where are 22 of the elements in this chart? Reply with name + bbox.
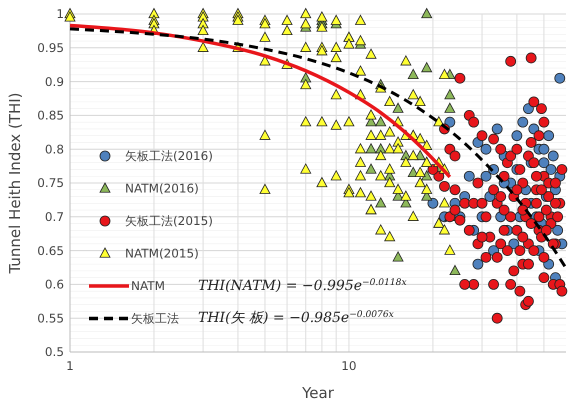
y-tick-label: 0.95 (37, 41, 64, 55)
y-tick-label: 0.5 (44, 345, 64, 360)
x-tick-label: 10 (341, 359, 357, 373)
legend-label: 矢板工法 (131, 312, 179, 326)
legend-label: 矢板工法(2015) (125, 214, 213, 228)
legend-label: NATM (131, 279, 165, 294)
y-tick-label: 1 (56, 7, 64, 22)
annotation: THI(NATM) = −0.995e$^{−0.0118x}$ (198, 278, 407, 294)
y-axis-title: Tunnel Heith Index (THI) (6, 92, 24, 275)
y-tick-label: 0.6 (44, 278, 64, 292)
y-tick-label: 0.8 (44, 142, 64, 156)
legend-label: NATM(2015) (125, 246, 199, 261)
y-tick-label: 0.65 (37, 244, 64, 258)
annotation: THI(矢 板) = −0.985e$^{−0.0076x}$ (198, 310, 394, 326)
y-tick-label: 0.9 (44, 74, 64, 89)
legend-label: NATM(2016) (125, 182, 199, 196)
legend-label: 矢板工法(2016) (125, 149, 213, 164)
y-tick-label: 0.7 (44, 210, 64, 224)
y-tick-label: 0.75 (37, 176, 64, 190)
x-axis-title: Year (301, 384, 335, 402)
y-tick-label: 0.55 (37, 311, 64, 326)
y-tick-label: 0.85 (37, 108, 64, 123)
